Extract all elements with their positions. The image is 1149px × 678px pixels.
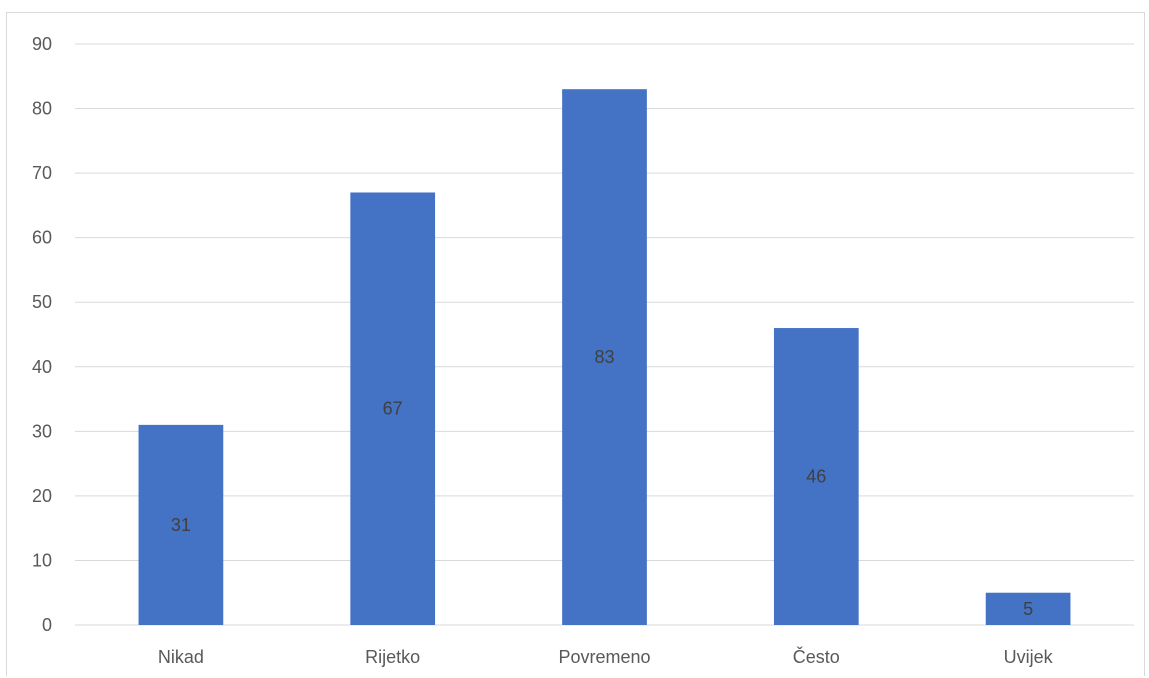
y-tick-label-60: 60 [32,228,52,248]
data-label-4: 46 [806,467,826,487]
x-axis-ticks: Nikad Rijetko Povremeno Često Uvijek [158,646,1054,667]
data-label-2: 67 [383,399,403,419]
y-tick-label-30: 30 [32,421,52,441]
bar-4 [773,328,859,625]
data-labels: 31 67 83 46 5 [171,347,1033,619]
x-tick-label-1: Nikad [158,647,204,667]
data-label-5: 5 [1023,599,1033,619]
y-axis-ticks: 0 10 20 30 40 50 60 70 80 90 [32,34,52,635]
bar-5 [985,592,1071,625]
x-tick-label-5: Uvijek [1004,647,1054,667]
bar-1 [138,424,224,625]
bars [138,89,1071,625]
y-tick-label-50: 50 [32,292,52,312]
data-label-3: 83 [594,347,614,367]
y-tick-label-0: 0 [42,615,52,635]
y-tick-label-10: 10 [32,550,52,570]
bar-2 [350,192,436,625]
x-tick-label-2: Rijetko [365,647,420,667]
bar-3 [562,89,647,625]
x-tick-label-3: Povremeno [558,647,650,667]
y-tick-label-70: 70 [32,163,52,183]
y-tick-label-40: 40 [32,357,52,377]
x-tick-label-4: Često [793,646,840,667]
data-label-1: 31 [171,515,191,535]
y-tick-label-90: 90 [32,34,52,54]
y-tick-label-20: 20 [32,486,52,506]
y-tick-label-80: 80 [32,99,52,119]
